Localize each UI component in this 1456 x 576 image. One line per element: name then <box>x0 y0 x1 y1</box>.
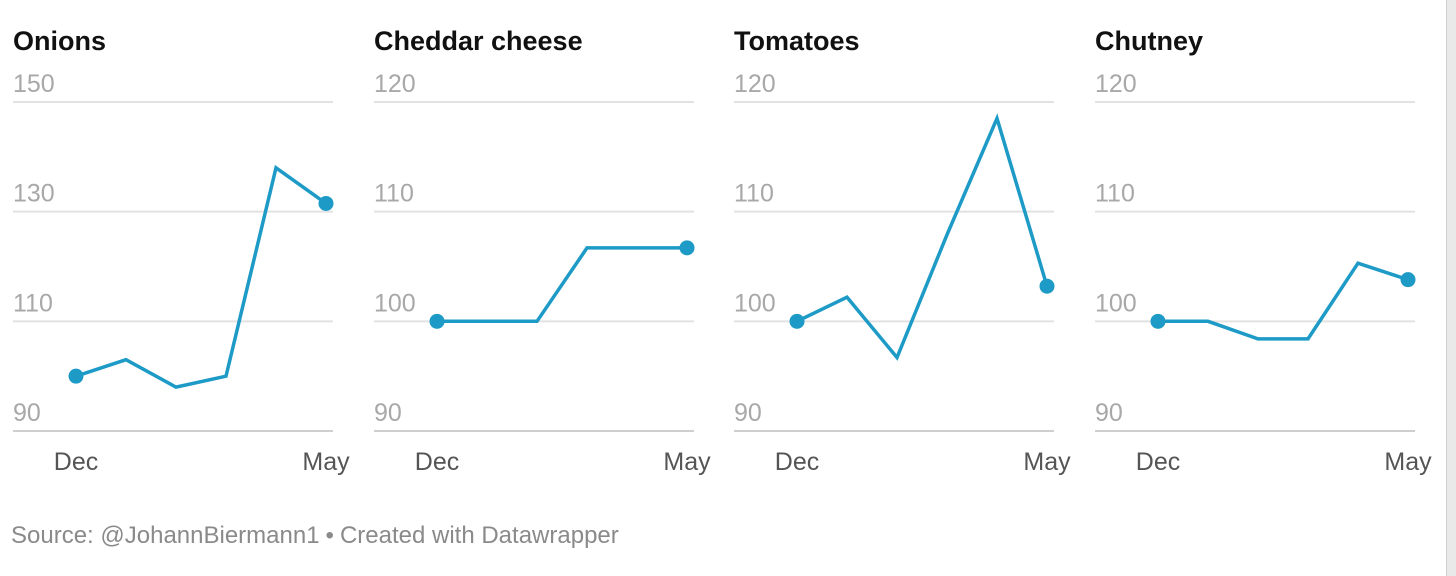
y-tick-label: 110 <box>374 180 414 208</box>
y-tick-label: 100 <box>1095 289 1137 317</box>
y-tick-label: 90 <box>1095 399 1123 427</box>
y-tick-label: 100 <box>374 289 416 317</box>
series-line <box>437 246 687 324</box>
chart-panel: Onions 150 130 110 90 Dec May <box>13 26 350 476</box>
chart-title: Chutney <box>1095 26 1203 56</box>
series-line <box>75 164 328 389</box>
start-point-marker <box>68 368 84 384</box>
chart-title: Onions <box>13 26 106 56</box>
y-tick-label: 110 <box>1095 180 1135 208</box>
end-point-marker <box>1400 272 1416 288</box>
x-tick-label: May <box>1023 448 1071 476</box>
x-tick-label: Dec <box>415 448 459 476</box>
chart-panel: Tomatoes 120 110 100 90 Dec May <box>734 26 1071 476</box>
x-tick-label: Dec <box>775 448 819 476</box>
x-tick-label: May <box>302 448 350 476</box>
y-tick-label: 120 <box>1095 70 1137 98</box>
y-tick-label: 130 <box>13 180 55 208</box>
series-line <box>796 113 1049 361</box>
y-tick-label: 150 <box>13 70 55 98</box>
y-tick-label: 90 <box>13 399 41 427</box>
credit-note: Created with Datawrapper <box>339 522 619 549</box>
y-tick-label: 110 <box>13 289 53 317</box>
end-point-marker <box>1039 278 1055 294</box>
x-tick-label: Dec <box>54 448 98 476</box>
start-point-marker <box>1150 313 1166 329</box>
window-edge-divider <box>1446 0 1447 576</box>
x-tick-label: May <box>663 448 711 476</box>
start-point-marker <box>789 313 805 329</box>
y-tick-label: 110 <box>734 180 774 208</box>
y-tick-label: 90 <box>374 399 402 427</box>
x-tick-label: May <box>1384 448 1432 476</box>
y-tick-label: 120 <box>734 70 776 98</box>
footer-separator: • <box>325 522 334 549</box>
chart-title: Cheddar cheese <box>374 26 583 56</box>
start-point-marker <box>429 313 445 329</box>
source-note: Source: @JohannBiermann1 <box>11 522 320 549</box>
end-point-marker <box>679 240 695 256</box>
end-point-marker <box>318 195 334 211</box>
chart-title: Tomatoes <box>734 26 860 56</box>
y-tick-label: 100 <box>734 289 776 317</box>
chart-footer: Source: @JohannBiermann1 • Created with Da… <box>11 522 619 550</box>
y-tick-label: 120 <box>374 70 416 98</box>
series-line <box>1158 261 1409 341</box>
chart-panel: Chutney 120 110 100 90 Dec May <box>1095 26 1432 476</box>
y-tick-label: 90 <box>734 399 762 427</box>
chart-panel: Cheddar cheese 120 110 100 90 Dec May <box>374 26 711 476</box>
window-edge <box>1447 0 1456 576</box>
x-tick-label: Dec <box>1136 448 1180 476</box>
